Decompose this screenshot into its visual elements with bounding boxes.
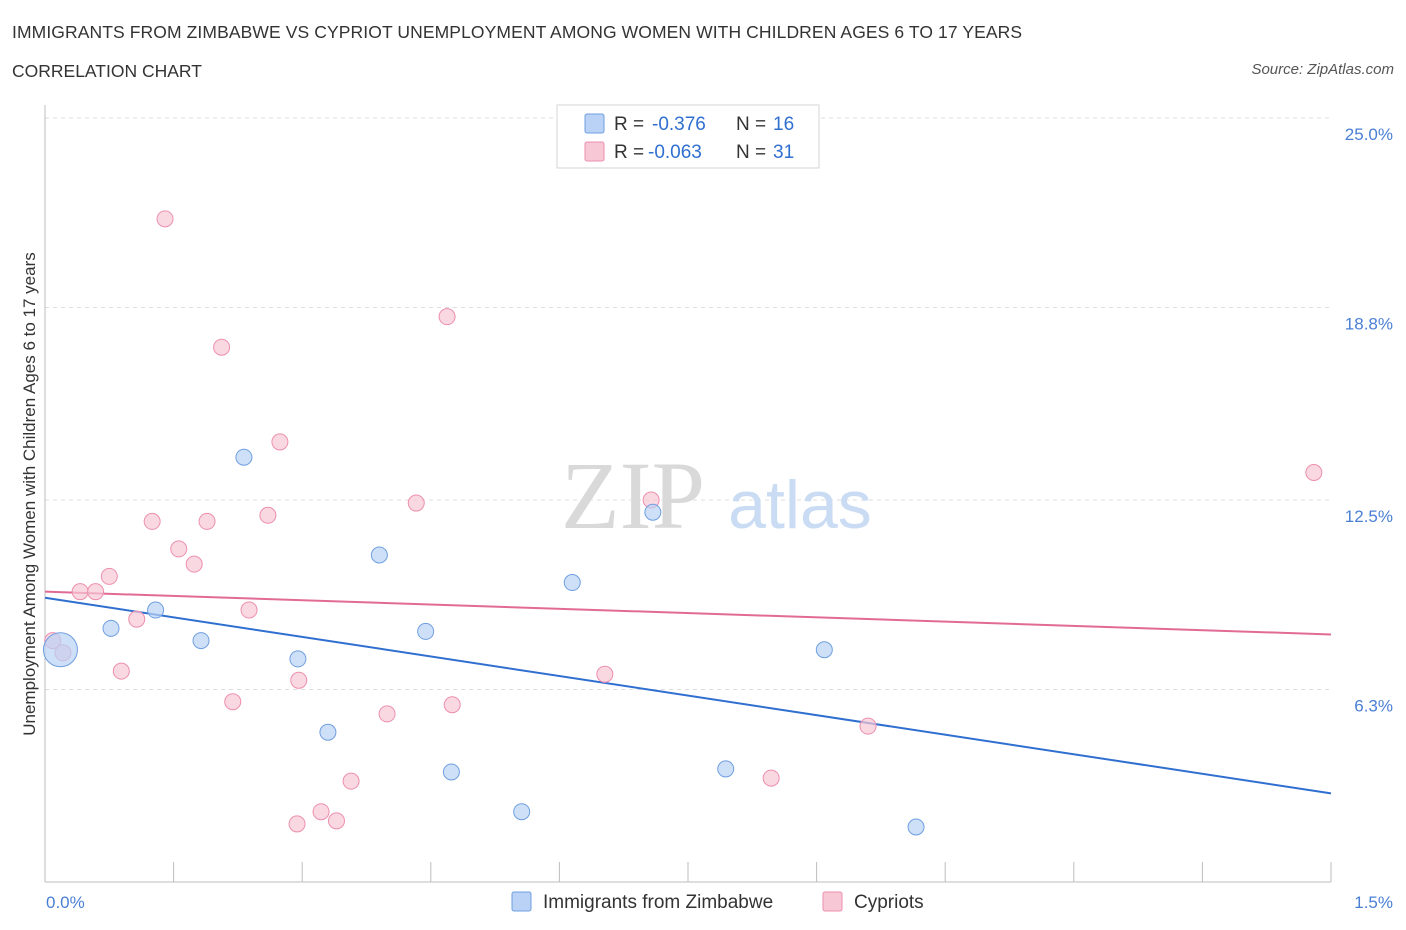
trend-line-cypriots — [44, 590, 1332, 636]
cypriot-point-14 — [240, 601, 258, 619]
cypriot-point-23 — [407, 494, 425, 512]
cypriot-point-13 — [224, 693, 242, 711]
cypriot-point-20 — [327, 812, 345, 830]
series-legend: Immigrants from Zimbabwe Cypriots — [511, 891, 924, 913]
cypriot-point-26 — [596, 665, 614, 683]
x-tick-label-0: 0.0% — [46, 893, 85, 912]
source-credit: Source: ZipAtlas.com — [1251, 61, 1394, 78]
x-tick-label-1: 1.5% — [1354, 893, 1393, 912]
stats-r-value-pink: -0.063 — [648, 142, 702, 163]
cypriot-point-25 — [443, 696, 461, 714]
cypriot-point-10 — [185, 555, 203, 573]
zimbabwe-point-6 — [319, 723, 337, 741]
cypriot-point-6 — [128, 610, 146, 628]
chart-subtitle: CORRELATION CHART — [12, 61, 202, 81]
cypriot-point-17 — [288, 815, 306, 833]
cypriot-point-12 — [213, 338, 231, 356]
cypriot-point-16 — [271, 433, 289, 451]
legend-label-zimbabwe: Immigrants from Zimbabwe — [543, 892, 773, 913]
watermark-atlas: atlas — [728, 467, 872, 543]
zimbabwe-point-5 — [289, 650, 307, 668]
cypriot-point-22 — [378, 705, 396, 723]
zimbabwe-point-12 — [644, 503, 662, 521]
stats-n-value-pink: 31 — [773, 142, 794, 163]
cypriot-point-9 — [170, 540, 188, 558]
stats-legend-swatch-blue — [584, 113, 605, 134]
zimbabwe-point-3 — [192, 632, 210, 650]
x-tick-labels: 0.0% 1.5% — [46, 893, 1393, 912]
cypriot-point-28 — [762, 769, 780, 787]
zimbabwe-point-15 — [907, 818, 925, 836]
stats-n-label-pink: N = — [736, 142, 766, 163]
cypriot-point-21 — [342, 772, 360, 790]
y-tick-label-2: 18.8% — [1345, 314, 1393, 333]
legend-label-cypriots: Cypriots — [854, 892, 924, 913]
zimbabwe-point-0 — [42, 632, 78, 668]
watermark: ZIP atlas — [561, 442, 872, 549]
zimbabwe-point-11 — [563, 574, 581, 592]
zimbabwe-point-10 — [513, 803, 531, 821]
trend-lines — [44, 590, 1332, 795]
trend-line-zimbabwe — [44, 596, 1332, 795]
stats-r-label-blue: R = — [614, 114, 644, 135]
y-tick-label-3: 25.0% — [1345, 125, 1393, 144]
zimbabwe-point-8 — [417, 622, 435, 640]
zimbabwe-point-7 — [370, 546, 388, 564]
stats-r-label-pink: R = — [614, 142, 644, 163]
y-axis-label: Unemployment Among Women with Children A… — [20, 252, 39, 736]
data-points — [42, 210, 1323, 836]
zimbabwe-point-14 — [815, 641, 833, 659]
zimbabwe-point-2 — [147, 601, 165, 619]
y-tick-label-1: 12.5% — [1345, 507, 1393, 526]
zimbabwe-point-13 — [717, 760, 735, 778]
cypriot-point-15 — [259, 506, 277, 524]
axes — [44, 105, 1332, 883]
cypriot-point-24 — [438, 308, 456, 326]
zimbabwe-point-9 — [442, 763, 460, 781]
legend-swatch-zimbabwe — [511, 891, 532, 912]
cypriot-point-4 — [100, 567, 118, 585]
cypriot-point-30 — [1305, 463, 1323, 481]
cypriot-point-29 — [859, 717, 877, 735]
cypriot-point-3 — [87, 583, 105, 601]
y-tick-labels: 6.3% 12.5% 18.8% 25.0% — [1345, 125, 1393, 715]
stats-n-value-blue: 16 — [773, 114, 794, 135]
cypriot-point-18 — [290, 671, 308, 689]
zimbabwe-point-1 — [102, 619, 120, 637]
cypriot-point-2 — [71, 583, 89, 601]
cypriot-point-11 — [198, 512, 216, 530]
legend-swatch-cypriots — [822, 891, 843, 912]
watermark-zip: ZIP — [561, 442, 705, 549]
grid-lines — [45, 117, 1331, 690]
cypriot-point-19 — [312, 803, 330, 821]
zimbabwe-point-4 — [235, 448, 253, 466]
stats-legend-swatch-pink — [584, 141, 605, 162]
cypriot-point-8 — [156, 210, 174, 228]
cypriot-point-5 — [112, 662, 130, 680]
stats-r-value-blue: -0.376 — [652, 114, 706, 135]
stats-n-label-blue: N = — [736, 114, 766, 135]
stats-legend: R = -0.376 N = 16 R = -0.063 N = 31 — [556, 104, 820, 169]
chart-title: IMMIGRANTS FROM ZIMBABWE VS CYPRIOT UNEM… — [12, 22, 1023, 42]
y-tick-label-0: 6.3% — [1354, 696, 1393, 715]
cypriot-point-7 — [143, 512, 161, 530]
